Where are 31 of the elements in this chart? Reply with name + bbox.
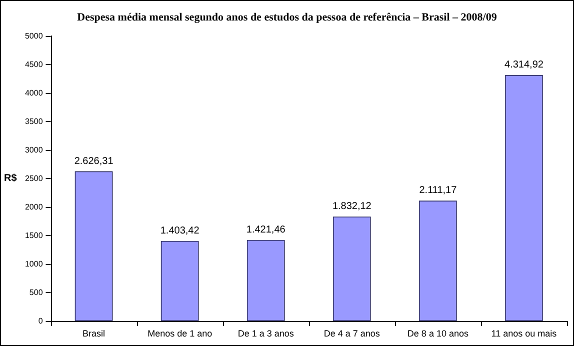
bar [160,241,199,321]
y-tick-label: 3500 [24,117,44,126]
bar [419,200,457,321]
y-tick-label: 0 [38,316,44,326]
bar [246,240,285,321]
bar [505,75,543,321]
data-label: 2.111,17 [419,185,458,196]
y-tick-label: 5000 [24,32,44,40]
x-tick-label: De 1 a 3 anos [238,328,294,338]
x-tick-label: 11 anos ou mais [491,328,558,338]
data-label: 1.403,42 [160,226,200,237]
data-label: 1.832,12 [332,201,372,212]
x-tick-label: De 4 a 7 anos [324,328,380,338]
y-tick-label: 2000 [24,202,44,212]
y-axis-title: R$ [4,173,18,184]
y-tick-label: 1500 [24,231,44,240]
y-tick-label: 500 [29,288,44,297]
x-tick-label: De 8 a 10 anos [407,328,469,338]
y-tick-label: 4000 [24,88,44,98]
y-tick-label: 4500 [24,60,44,69]
x-tick-label: Menos de 1 ano [148,328,212,338]
data-label: 1.421,46 [246,224,286,236]
x-tick-label: Brasil [82,328,106,338]
bar [74,171,113,321]
chart-title: Despesa média mensal segundo anos de estudos da pessoa de referência – Brasil – 2008/09 [77,12,498,24]
y-tick-label: 3000 [24,146,44,154]
data-label: 2.626,31 [74,156,114,167]
y-tick-label: 2500 [24,174,44,183]
y-tick-label: 1000 [24,260,44,268]
bar [332,216,371,321]
data-label: 4.314,92 [504,60,544,71]
